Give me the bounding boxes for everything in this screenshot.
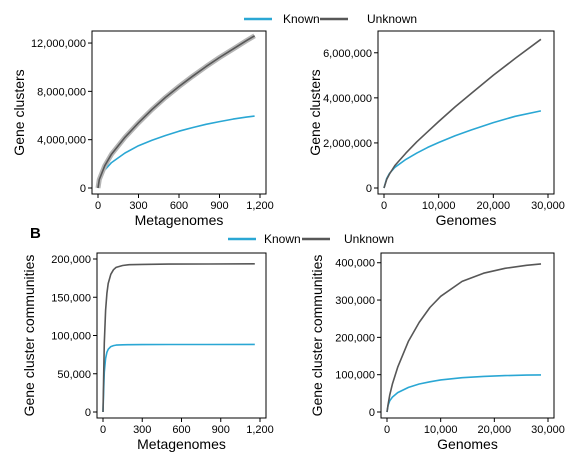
series-line-unknown: [383, 38, 542, 189]
x-tick-label: 300: [133, 424, 151, 436]
x-tick-label: 30,000: [531, 424, 565, 436]
plot-frame-2: [96, 252, 267, 419]
y-tick-label: 100,000: [51, 331, 91, 343]
series-line-unknown: [102, 262, 255, 413]
series-band-unknown: [95, 33, 256, 189]
x-axis-label: Genomes: [437, 436, 498, 452]
y-tick-label: 300,000: [335, 295, 375, 307]
y-tick-label: 0: [366, 183, 372, 195]
x-tick-label: 0: [381, 200, 387, 212]
x-tick-label: 0: [95, 200, 101, 212]
y-axis-label: Gene clusters: [307, 69, 323, 155]
x-tick-label: 20,000: [477, 200, 511, 212]
y-axis-label: Gene cluster communities: [309, 255, 325, 417]
x-tick-label: 0: [100, 424, 106, 436]
y-tick-label: 4,000,000: [323, 93, 372, 105]
legend-label-known: Known: [264, 232, 301, 246]
plot-frame-0: [91, 30, 267, 195]
y-tick-label: 100,000: [335, 370, 375, 382]
x-tick-label: 1,200: [246, 200, 274, 212]
y-tick-label: 50,000: [57, 369, 91, 381]
series-line-unknown: [97, 35, 256, 189]
panel-label-b: B: [30, 225, 41, 242]
y-tick-label: 4,000,000: [37, 135, 86, 147]
series-line-known: [386, 374, 542, 413]
series-line-known: [102, 343, 255, 413]
y-tick-label: 2,000,000: [323, 138, 372, 150]
x-tick-label: 0: [384, 424, 390, 436]
x-axis-label: Metagenomes: [137, 436, 226, 452]
y-tick-label: 0: [85, 407, 91, 419]
y-tick-label: 12,000,000: [31, 38, 86, 50]
y-tick-label: 200,000: [335, 332, 375, 344]
x-axis-label: Genomes: [436, 212, 497, 228]
y-tick-label: 8,000,000: [37, 86, 86, 98]
x-tick-label: 20,000: [478, 424, 512, 436]
x-tick-label: 900: [212, 424, 230, 436]
y-axis-label: Gene clusters: [11, 69, 27, 155]
x-tick-label: 900: [210, 200, 228, 212]
x-tick-label: 1,200: [246, 424, 274, 436]
x-tick-label: 10,000: [422, 200, 456, 212]
y-tick-label: 150,000: [51, 292, 91, 304]
x-axis-label: Metagenomes: [135, 212, 224, 228]
x-tick-label: 600: [170, 200, 188, 212]
legend-label-unknown: Unknown: [344, 232, 394, 246]
y-tick-label: 0: [369, 407, 375, 419]
series-line-known: [383, 110, 542, 189]
x-tick-label: 600: [172, 424, 190, 436]
y-axis-label: Gene cluster communities: [21, 255, 37, 417]
x-tick-label: 10,000: [424, 424, 458, 436]
y-tick-label: 0: [80, 183, 86, 195]
legend-label-unknown: Unknown: [367, 12, 417, 26]
legend-label-known: Known: [283, 12, 320, 26]
x-tick-label: 30,000: [531, 200, 565, 212]
plot-frame-1: [377, 30, 555, 195]
y-tick-label: 6,000,000: [323, 48, 372, 60]
y-tick-label: 400,000: [335, 258, 375, 270]
series-line-unknown: [386, 263, 542, 413]
series-line-known: [97, 115, 255, 189]
x-tick-label: 300: [129, 200, 147, 212]
plot-frame-3: [380, 252, 555, 419]
y-tick-label: 200,000: [51, 254, 91, 266]
